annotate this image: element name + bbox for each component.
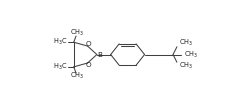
Text: B: B bbox=[97, 52, 101, 58]
Text: H$_3$C: H$_3$C bbox=[53, 62, 68, 72]
Text: CH$_3$: CH$_3$ bbox=[183, 49, 197, 60]
Text: CH$_3$: CH$_3$ bbox=[178, 38, 193, 48]
Text: CH$_3$: CH$_3$ bbox=[178, 61, 193, 71]
Text: H$_3$C: H$_3$C bbox=[53, 37, 68, 47]
Text: CH$_3$: CH$_3$ bbox=[70, 71, 84, 81]
Text: CH$_3$: CH$_3$ bbox=[70, 28, 84, 38]
Text: O: O bbox=[85, 62, 91, 68]
Text: O: O bbox=[85, 41, 91, 47]
